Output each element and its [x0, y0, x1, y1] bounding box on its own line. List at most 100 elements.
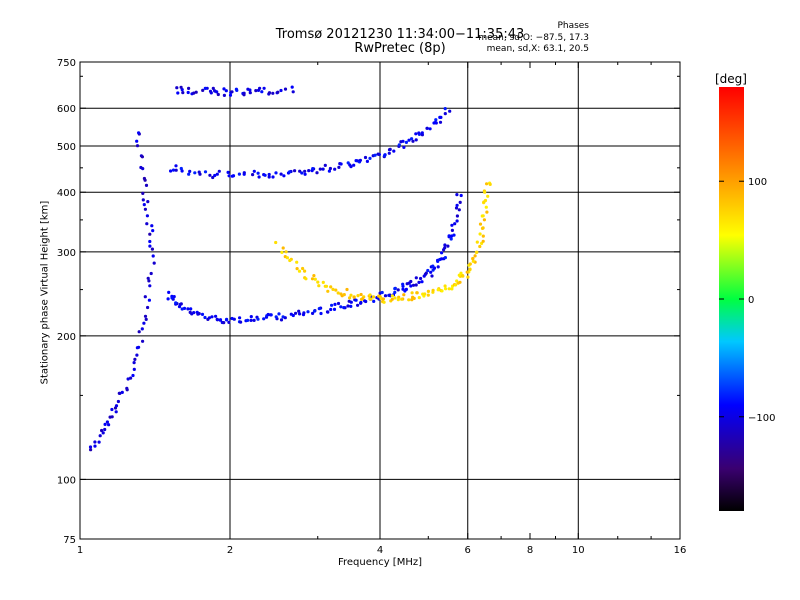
data-point	[298, 312, 302, 316]
data-point	[208, 89, 213, 93]
data-point	[331, 287, 335, 291]
data-point	[100, 428, 104, 433]
data-point	[187, 172, 191, 176]
data-point	[455, 214, 459, 218]
data-point	[323, 163, 327, 167]
data-point	[248, 91, 252, 95]
data-point	[329, 285, 333, 289]
data-point	[146, 200, 150, 204]
data-point	[424, 271, 428, 275]
data-point	[142, 176, 146, 181]
data-point	[411, 139, 415, 143]
data-point	[311, 167, 315, 171]
data-point	[303, 169, 307, 173]
data-point	[295, 267, 299, 271]
data-point	[189, 307, 193, 311]
data-point	[140, 327, 144, 331]
data-point	[137, 345, 141, 349]
data-point	[447, 287, 451, 291]
data-point	[228, 93, 233, 97]
data-point	[315, 171, 319, 175]
data-point	[466, 275, 470, 279]
data-point	[468, 262, 472, 266]
data-point	[179, 85, 183, 89]
data-point	[169, 169, 173, 173]
data-point	[211, 175, 215, 180]
data-point	[262, 317, 266, 321]
data-point	[342, 306, 346, 310]
data-point	[339, 162, 343, 166]
data-point	[446, 244, 450, 248]
data-point	[352, 295, 356, 299]
x-axis-label: Frequency [MHz]	[337, 557, 423, 568]
data-point	[488, 182, 492, 186]
data-point	[417, 280, 421, 284]
data-point	[148, 284, 152, 288]
data-point	[279, 172, 283, 176]
data-point	[410, 137, 414, 141]
data-point	[180, 169, 184, 173]
x-tick-label: 1	[77, 545, 83, 556]
data-point	[458, 200, 462, 204]
data-point	[137, 131, 141, 135]
data-point	[148, 244, 152, 248]
data-point	[196, 312, 200, 316]
y-tick-label: 500	[57, 142, 76, 153]
data-point	[393, 296, 397, 300]
data-point	[433, 120, 437, 125]
data-point	[114, 404, 119, 408]
data-point	[346, 304, 350, 308]
data-point	[313, 309, 317, 313]
data-point	[342, 293, 346, 297]
data-point	[177, 305, 182, 309]
x-tick-label: 6	[465, 545, 471, 556]
data-point	[257, 175, 261, 179]
data-point	[126, 377, 130, 381]
data-point	[480, 214, 484, 218]
data-point	[174, 301, 178, 305]
data-point	[454, 206, 459, 210]
chart-title: Tromsø 20121230 11:34:00−11:35:43	[275, 27, 525, 42]
data-point	[143, 207, 147, 211]
data-point	[337, 165, 341, 169]
data-point	[267, 91, 272, 95]
data-point	[97, 440, 101, 444]
data-point	[145, 214, 149, 218]
data-point	[269, 313, 273, 317]
data-point	[147, 279, 151, 283]
data-point	[271, 175, 275, 179]
data-point	[324, 284, 329, 288]
data-point	[288, 258, 292, 263]
data-point	[345, 287, 349, 292]
data-point	[417, 296, 421, 300]
data-point	[98, 434, 102, 438]
data-point	[402, 293, 406, 297]
data-point	[151, 254, 155, 258]
data-point	[393, 290, 397, 294]
data-point	[390, 297, 394, 301]
data-point	[297, 269, 302, 273]
data-point	[291, 90, 295, 94]
data-point	[397, 295, 401, 299]
data-point	[216, 92, 220, 97]
data-point	[230, 90, 234, 94]
data-point	[151, 229, 155, 233]
data-point	[348, 163, 352, 167]
data-point	[368, 293, 372, 297]
data-point	[368, 297, 372, 301]
data-point	[422, 274, 426, 278]
data-point	[174, 168, 178, 172]
data-point	[319, 311, 323, 316]
data-point	[455, 219, 459, 223]
data-point	[131, 373, 135, 378]
data-point	[428, 127, 432, 131]
data-point	[142, 203, 146, 207]
data-point	[402, 145, 406, 149]
data-point	[203, 315, 207, 320]
data-point	[89, 448, 93, 452]
data-point	[211, 86, 215, 90]
data-point	[443, 246, 447, 250]
data-point	[478, 244, 482, 249]
data-point	[481, 239, 485, 243]
data-point	[262, 86, 266, 90]
